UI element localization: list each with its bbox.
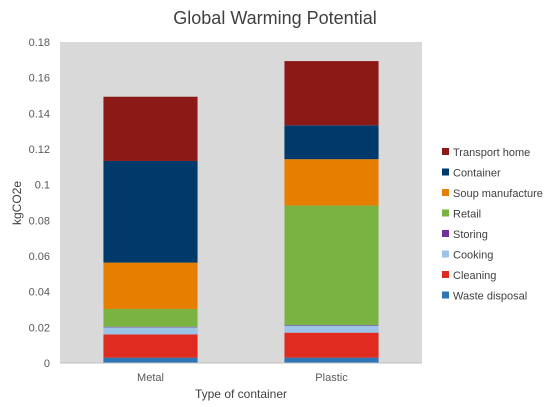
bar-segment: [284, 332, 379, 358]
y-tick-label: 0.1: [35, 180, 50, 192]
bar-segment: [103, 308, 198, 327]
bar-segment: [103, 357, 198, 363]
x-axis-label: Type of container: [195, 387, 287, 401]
bar-segment: [103, 327, 198, 335]
bar-segment: [103, 96, 198, 161]
x-axis-ticks: Metal Plastic: [137, 372, 348, 384]
bar-segment: [103, 326, 198, 328]
legend-swatch: [442, 291, 449, 299]
chart-title: Global Warming Potential: [173, 8, 376, 28]
legend-item: Cleaning: [442, 270, 496, 282]
bar-segment: [103, 262, 198, 309]
y-tick-label: 0.12: [29, 144, 50, 156]
legend-swatch: [442, 168, 449, 176]
y-tick-label: 0.04: [29, 287, 50, 299]
x-tick-label: Metal: [137, 372, 164, 384]
bar-segment: [284, 61, 379, 126]
y-tick-label: 0.14: [29, 108, 50, 120]
legend-swatch: [442, 148, 449, 155]
legend-label: Retail: [453, 209, 481, 221]
legend-item: Soup manufacture: [442, 188, 543, 200]
y-tick-label: 0.02: [29, 322, 50, 334]
y-tick-label: 0: [44, 358, 50, 370]
legend-item: Container: [442, 168, 501, 180]
legend-item: Waste disposal: [442, 291, 527, 303]
legend-label: Cleaning: [453, 270, 496, 282]
legend-item: Retail: [442, 209, 481, 221]
bar-segment: [103, 160, 198, 263]
y-tick-label: 0.08: [29, 215, 50, 227]
legend-item: Cooking: [442, 250, 493, 262]
legend-swatch: [442, 230, 449, 237]
bar-segment: [284, 325, 379, 333]
legend-label: Container: [453, 168, 501, 180]
legend-item: Storing: [442, 229, 488, 241]
legend-label: Transport home: [453, 147, 530, 159]
y-tick-label: 0.06: [29, 251, 50, 263]
y-axis-label: kgCO2e: [10, 181, 24, 225]
legend-label: Storing: [453, 229, 488, 241]
legend-swatch: [442, 209, 449, 217]
bars: [103, 61, 379, 363]
legend-item: Transport home: [442, 147, 530, 159]
bar-segment: [103, 334, 198, 358]
x-tick-label: Plastic: [315, 372, 348, 384]
y-tick-label: 0.18: [29, 37, 50, 49]
bar-segment: [284, 205, 379, 326]
legend-swatch: [442, 250, 449, 258]
y-axis-ticks: 0 0.02 0.04 0.06 0.08 0.1 0.12 0.14 0.16 0.18: [29, 37, 50, 370]
legend-label: Cooking: [453, 250, 493, 262]
bar-segment: [284, 125, 379, 160]
legend-label: Soup manufacture: [453, 188, 543, 200]
legend-label: Waste disposal: [453, 291, 527, 303]
bar-segment: [284, 325, 379, 326]
bar-segment: [284, 159, 379, 206]
y-tick-label: 0.16: [29, 73, 50, 85]
legend: Transport home Container Soup manufacture R…: [442, 147, 543, 303]
legend-swatch: [442, 189, 449, 196]
bar-segment: [284, 357, 379, 363]
legend-swatch: [442, 271, 449, 278]
